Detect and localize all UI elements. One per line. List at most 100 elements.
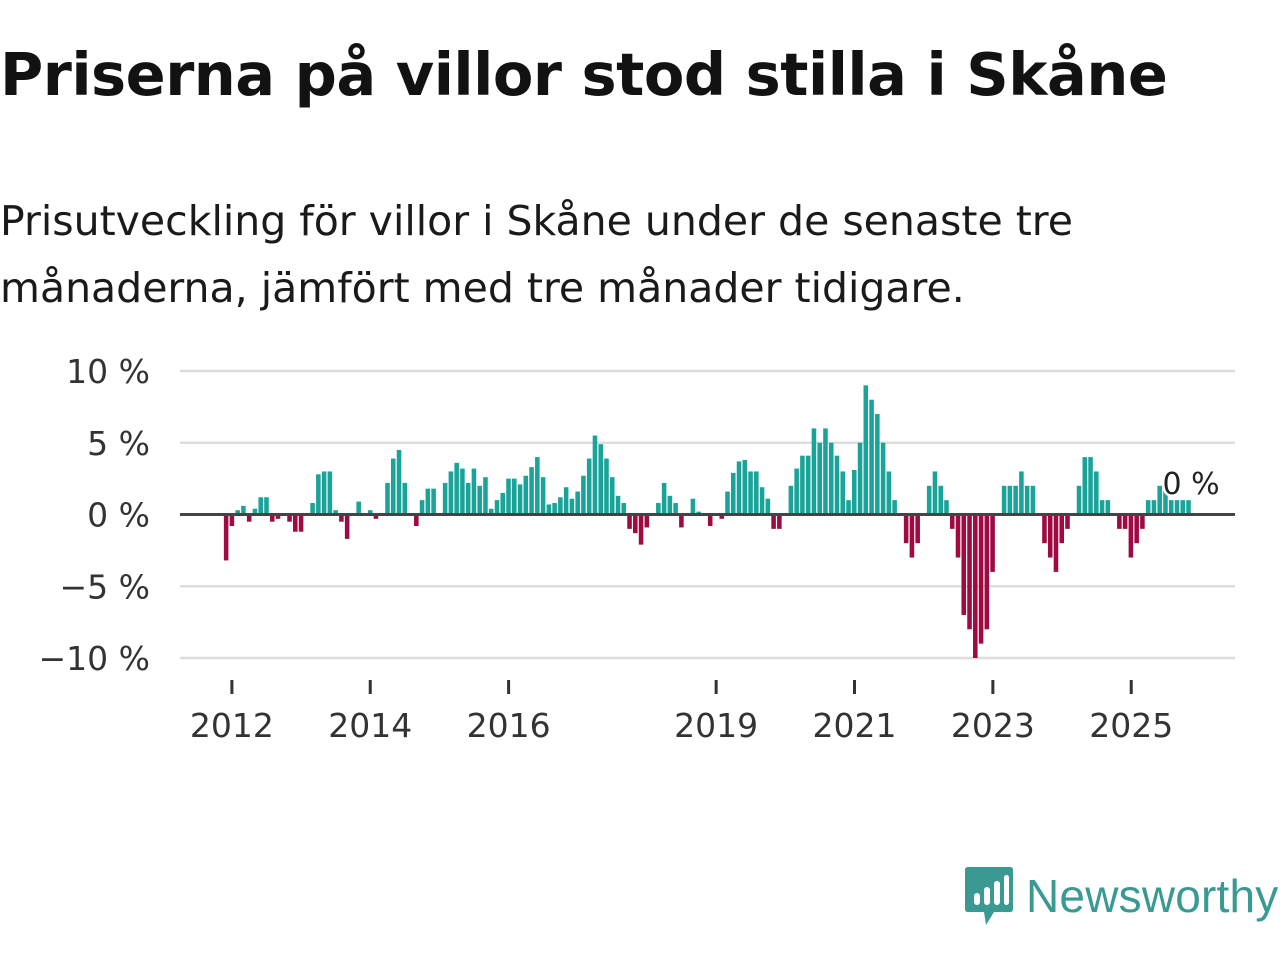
bar xyxy=(644,514,650,528)
bar xyxy=(275,514,281,519)
bar xyxy=(316,474,321,515)
bar xyxy=(264,497,269,515)
chart-subtitle: Prisutveckling för villor i Skåne under … xyxy=(0,197,1073,312)
bar xyxy=(811,428,817,515)
bar xyxy=(385,482,390,515)
bar-chart: 10 % 5 % 0 % −5 % −10 % 2012 2014 2016 2019 2021… xyxy=(39,352,1235,745)
y-tick-label: −5 % xyxy=(60,567,151,606)
bar xyxy=(1151,500,1157,515)
bar xyxy=(609,477,615,515)
newsworthy-logo-icon xyxy=(965,867,1013,925)
bar xyxy=(1105,500,1111,515)
bar xyxy=(667,495,673,515)
bar xyxy=(500,492,506,515)
bar xyxy=(765,498,771,515)
bar xyxy=(725,491,730,515)
bar xyxy=(321,471,327,515)
bar xyxy=(586,458,592,515)
bar xyxy=(483,477,488,515)
bar xyxy=(1088,457,1093,515)
bar xyxy=(425,488,431,515)
bar xyxy=(823,428,828,515)
bar xyxy=(1042,514,1047,544)
bar xyxy=(880,442,886,515)
bar xyxy=(552,503,557,515)
bar xyxy=(356,501,361,515)
bar xyxy=(512,478,517,515)
bar xyxy=(967,514,972,630)
bar xyxy=(414,514,419,526)
bar xyxy=(558,497,563,515)
bar xyxy=(396,449,402,515)
bar xyxy=(563,487,569,515)
bar xyxy=(1053,514,1059,572)
bar xyxy=(604,458,609,515)
annotation-label: 0 % xyxy=(1163,467,1220,502)
bar xyxy=(742,459,748,515)
bar xyxy=(454,462,459,515)
bar xyxy=(621,503,627,515)
bar xyxy=(679,514,684,528)
bar xyxy=(840,471,846,515)
bar xyxy=(1140,514,1145,529)
bar xyxy=(592,435,598,515)
bar xyxy=(973,514,978,658)
bar xyxy=(1117,514,1122,529)
x-tick-label: 2012 xyxy=(190,706,274,745)
bar xyxy=(990,514,995,572)
brand-logo: Newsworthy xyxy=(964,864,1279,928)
bar xyxy=(546,504,552,515)
bar xyxy=(1047,514,1053,558)
bar xyxy=(258,497,263,515)
bar xyxy=(598,444,603,515)
bar xyxy=(310,503,315,515)
bar xyxy=(909,514,915,558)
bar xyxy=(1065,514,1070,529)
bar xyxy=(465,482,471,515)
bar xyxy=(771,514,776,529)
bar xyxy=(333,510,338,515)
bar xyxy=(1030,485,1036,515)
bar xyxy=(1024,485,1030,515)
bar xyxy=(1128,514,1134,558)
bar xyxy=(529,467,534,515)
bar xyxy=(656,503,661,515)
bar xyxy=(1145,500,1151,515)
bar xyxy=(828,442,834,515)
bar xyxy=(367,510,373,515)
bar xyxy=(477,485,482,515)
gridlines xyxy=(180,369,1235,660)
bar xyxy=(984,514,990,630)
x-tick-label: 2014 xyxy=(328,706,412,745)
bar xyxy=(523,475,529,515)
bar xyxy=(1134,514,1139,544)
bar xyxy=(1007,485,1013,515)
bar xyxy=(373,514,379,519)
bar xyxy=(794,468,799,515)
bar xyxy=(627,514,632,529)
y-tick-label: 5 % xyxy=(87,424,150,463)
bar xyxy=(707,514,713,526)
bar xyxy=(852,470,857,515)
bar xyxy=(298,514,304,532)
bar xyxy=(339,514,344,522)
bar xyxy=(730,472,736,515)
bars xyxy=(223,385,1191,658)
bar xyxy=(926,485,932,515)
y-axis-labels: 10 % 5 % 0 % −5 % −10 % xyxy=(39,352,151,678)
y-tick-label: −10 % xyxy=(39,639,151,678)
bar xyxy=(955,514,961,558)
bar xyxy=(788,485,794,515)
bar xyxy=(1163,490,1168,515)
bar xyxy=(246,514,252,522)
bar xyxy=(978,514,984,644)
bar xyxy=(857,442,863,515)
bar xyxy=(834,455,840,515)
bar xyxy=(252,508,258,515)
bar xyxy=(448,471,454,515)
bar xyxy=(661,482,667,515)
bar xyxy=(903,514,909,544)
bar xyxy=(961,514,967,615)
bar xyxy=(241,505,246,515)
bar xyxy=(1186,500,1191,515)
